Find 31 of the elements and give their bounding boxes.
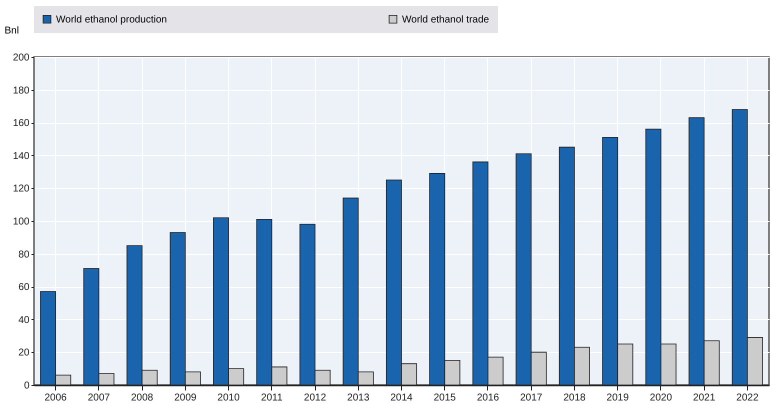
x-tick-label: 2022 (736, 392, 759, 404)
y-tick-label: 20 (18, 348, 30, 359)
y-tick-label: 200 (12, 52, 30, 64)
y-tick-label: 0 (24, 380, 30, 392)
y-tick-label: 40 (18, 314, 30, 326)
y-tick-label: 140 (12, 150, 30, 162)
x-tick-label: 2013 (347, 392, 370, 404)
y-tick-label: 80 (18, 249, 30, 260)
legend-label: World ethanol trade (402, 14, 490, 26)
legend-label: World ethanol production (56, 14, 167, 26)
x-tick-label: 2021 (693, 392, 716, 404)
x-tick-label: 2009 (174, 392, 197, 404)
x-tick-label: 2015 (434, 392, 456, 404)
x-tick-label: 2010 (217, 392, 240, 404)
x-tick-label: 2011 (261, 392, 283, 404)
x-tick-label: 2019 (606, 392, 630, 404)
x-tick-label: 2008 (130, 392, 154, 404)
y-tick-label: 60 (18, 282, 30, 294)
x-tick-label: 2020 (650, 392, 672, 404)
y-tick-label: 180 (12, 85, 30, 96)
y-tick-label: 120 (12, 184, 30, 195)
x-tick-label: 2006 (44, 392, 68, 404)
y-tick-label: 160 (12, 118, 30, 130)
x-tick-label: 2016 (476, 392, 500, 404)
y-tick-label: 100 (12, 216, 30, 228)
x-tick-label: 2018 (563, 392, 586, 404)
x-tick-label: 2007 (88, 392, 110, 404)
x-tick-label: 2012 (304, 392, 327, 404)
y-axis-title: Bnl (4, 26, 19, 36)
x-tick-label: 2014 (390, 392, 414, 404)
x-tick-label: 2017 (520, 392, 543, 404)
